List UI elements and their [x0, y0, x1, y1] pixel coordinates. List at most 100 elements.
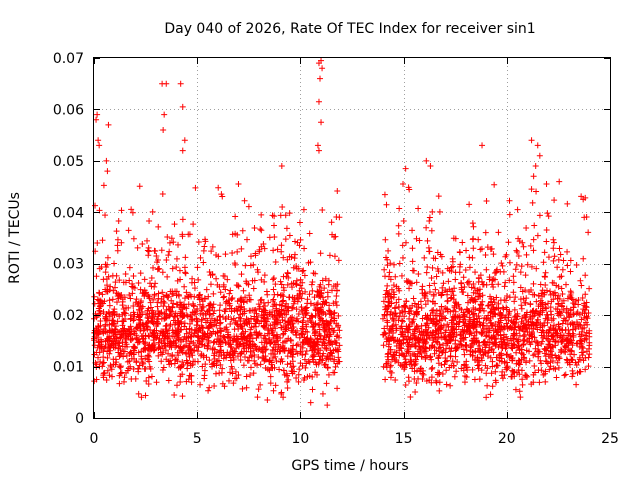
- data-point: [111, 260, 118, 267]
- data-point: [466, 322, 473, 329]
- data-point: [386, 298, 393, 305]
- data-point: [282, 303, 289, 310]
- data-point: [224, 276, 231, 283]
- data-point: [220, 333, 227, 340]
- data-point: [570, 304, 577, 311]
- data-point: [501, 283, 508, 290]
- data-point: [251, 307, 258, 314]
- data-point: [213, 317, 220, 324]
- data-point: [554, 359, 561, 366]
- data-point: [159, 289, 166, 296]
- data-point: [475, 365, 482, 372]
- data-point: [281, 310, 288, 317]
- data-point: [402, 381, 409, 388]
- data-point: [232, 213, 239, 220]
- data-point: [327, 331, 334, 338]
- data-point: [234, 298, 241, 305]
- data-point: [151, 292, 158, 299]
- data-point: [530, 173, 537, 180]
- data-point: [324, 353, 331, 360]
- data-point: [586, 330, 593, 337]
- data-point: [398, 272, 405, 279]
- data-point: [482, 362, 489, 369]
- data-point: [396, 287, 403, 294]
- data-point: [248, 253, 255, 260]
- data-point: [543, 238, 550, 245]
- data-point: [165, 303, 172, 310]
- data-point: [302, 339, 309, 346]
- data-point: [181, 333, 188, 340]
- data-point: [532, 163, 539, 169]
- data-point: [160, 303, 167, 310]
- data-point: [315, 98, 322, 105]
- data-point: [406, 339, 413, 346]
- data-point: [106, 350, 113, 357]
- data-point: [170, 340, 177, 347]
- data-point: [97, 317, 104, 324]
- data-point: [123, 304, 130, 311]
- data-point: [547, 291, 554, 298]
- data-point: [307, 300, 314, 307]
- data-point: [288, 305, 295, 312]
- data-point: [461, 283, 468, 290]
- data-point: [310, 353, 317, 360]
- data-point: [509, 345, 516, 352]
- data-point: [478, 331, 485, 338]
- data-point: [211, 346, 218, 353]
- data-point: [107, 362, 114, 369]
- data-point: [464, 292, 471, 299]
- data-point: [136, 307, 143, 314]
- data-point: [581, 302, 588, 309]
- data-point: [166, 343, 173, 350]
- data-point: [476, 361, 483, 368]
- data-point: [410, 295, 417, 302]
- data-point: [454, 358, 461, 365]
- data-point: [301, 245, 308, 252]
- data-point: [488, 281, 495, 288]
- data-point: [173, 342, 180, 349]
- data-point: [188, 326, 195, 333]
- data-point: [144, 326, 151, 333]
- data-point: [311, 302, 318, 309]
- data-point: [314, 289, 321, 296]
- data-point: [181, 323, 188, 330]
- data-point: [510, 273, 517, 280]
- data-point: [279, 204, 286, 211]
- data-point: [229, 231, 236, 238]
- data-point: [547, 354, 554, 361]
- data-point: [439, 349, 445, 356]
- data-point: [449, 255, 456, 262]
- data-point: [150, 264, 157, 271]
- data-point: [94, 111, 101, 118]
- data-point: [130, 365, 137, 372]
- data-point: [492, 341, 499, 348]
- data-point: [318, 119, 325, 126]
- data-point: [506, 197, 513, 204]
- data-point: [299, 351, 306, 358]
- data-point: [142, 392, 149, 399]
- data-point: [393, 313, 400, 320]
- data-point: [129, 335, 136, 342]
- data-point: [447, 329, 454, 336]
- data-point: [242, 294, 249, 301]
- data-point: [391, 261, 398, 268]
- data-point: [462, 320, 469, 327]
- data-point: [306, 230, 313, 237]
- data-point: [245, 203, 252, 210]
- data-point: [252, 360, 259, 367]
- data-point: [386, 269, 393, 276]
- data-point: [303, 347, 310, 354]
- data-point: [229, 249, 236, 256]
- data-point: [429, 343, 436, 350]
- data-point: [430, 292, 437, 299]
- data-point: [490, 313, 497, 320]
- data-point: [270, 276, 277, 283]
- data-point: [293, 375, 300, 382]
- data-point: [445, 278, 452, 285]
- data-point: [227, 343, 234, 350]
- data-point: [399, 318, 406, 325]
- data-point: [582, 272, 589, 279]
- data-point: [176, 321, 183, 328]
- data-point: [567, 307, 574, 314]
- data-point: [511, 306, 518, 313]
